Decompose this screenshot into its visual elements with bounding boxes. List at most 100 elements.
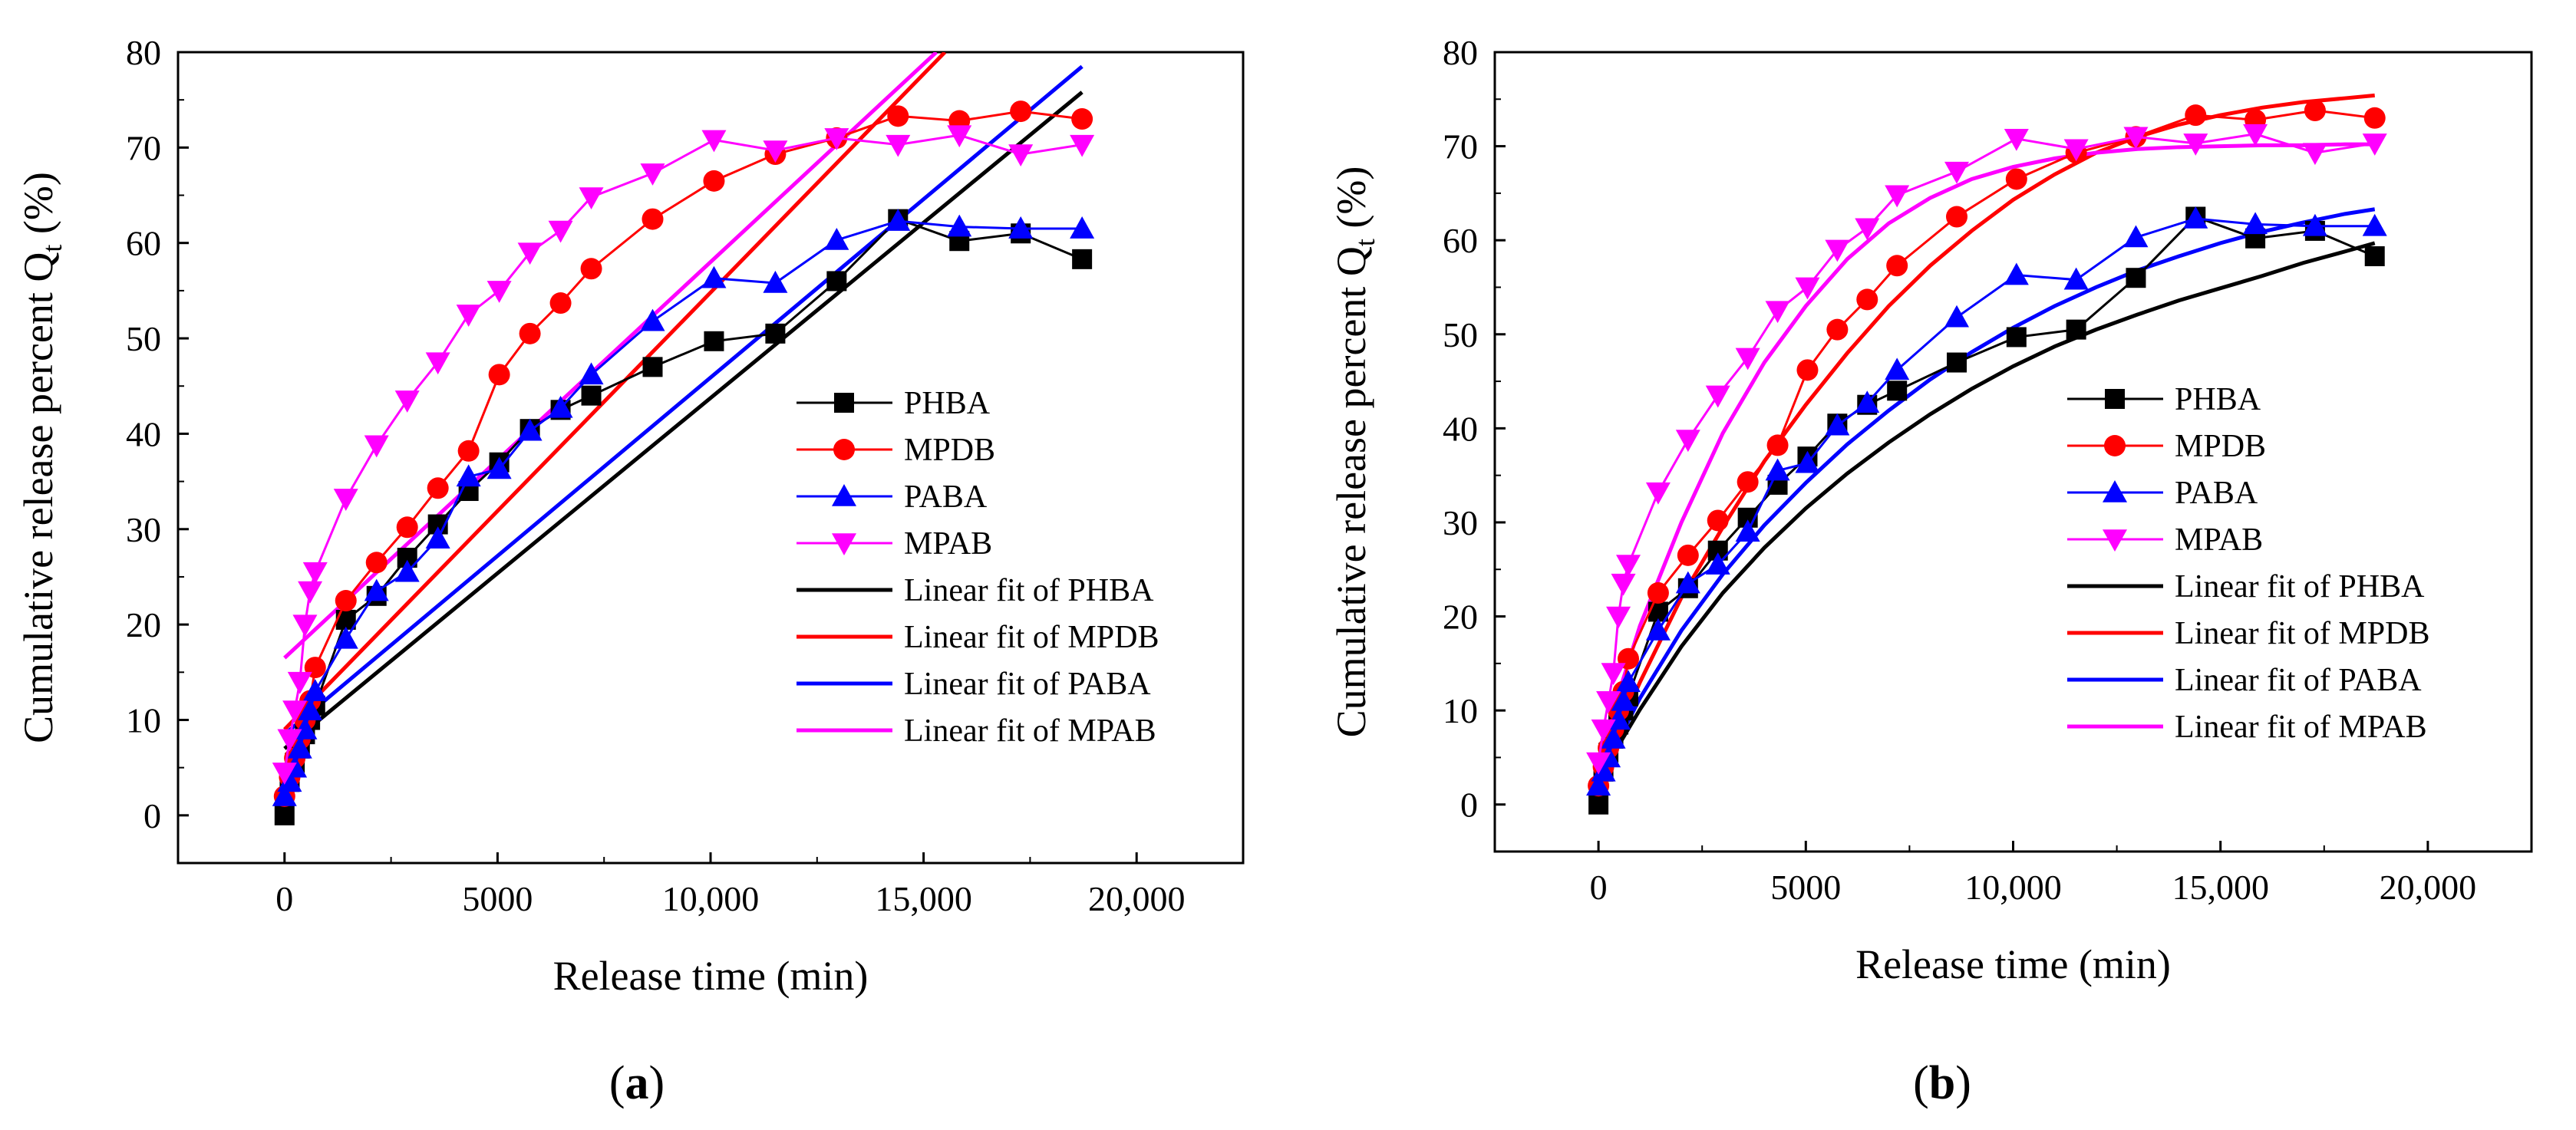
legend-label-linear-fit-of-mpab: Linear fit of MPAB xyxy=(2175,710,2427,745)
data-point-paba xyxy=(1675,571,1700,594)
legend-label-mpab: MPAB xyxy=(2175,522,2263,558)
data-point-mpdb xyxy=(642,208,664,230)
data-point-paba xyxy=(2004,262,2029,285)
series-mpab xyxy=(1586,124,2387,775)
data-point-mpdb xyxy=(549,292,572,315)
legend-marker-phba xyxy=(834,393,854,413)
data-point-mpab xyxy=(1765,301,1790,324)
data-point-paba xyxy=(763,270,788,293)
y-tick-label: 10 xyxy=(126,700,161,740)
data-point-paba xyxy=(2302,213,2327,236)
data-point-paba xyxy=(2362,213,2387,236)
data-point-mpab xyxy=(1825,239,1850,262)
fit-line-linear-fit-of-phba xyxy=(1596,241,2376,787)
data-point-paba xyxy=(1944,305,1970,328)
data-point-paba xyxy=(298,698,323,720)
data-point-paba xyxy=(1765,458,1790,481)
legend-label-linear-fit-of-mpdb: Linear fit of MPDB xyxy=(904,620,1159,655)
legend-label-mpab: MPAB xyxy=(904,526,992,562)
y-tick-label: 50 xyxy=(126,319,161,358)
data-point-mpdb xyxy=(365,552,388,574)
data-point-mpdb xyxy=(887,105,909,127)
legend-item-mpab: MPAB xyxy=(2067,522,2263,558)
data-point-paba xyxy=(333,626,358,649)
data-point-paba xyxy=(272,783,297,806)
data-point-paba xyxy=(1735,519,1760,542)
legend-label-linear-fit-of-phba: Linear fit of PHBA xyxy=(2175,569,2425,605)
legend-label-linear-fit-of-mpdb: Linear fit of MPDB xyxy=(2175,616,2429,651)
y-tick-label: 20 xyxy=(1443,598,1478,637)
data-point-mpab xyxy=(1601,663,1626,686)
data-point-mpab xyxy=(1591,719,1616,742)
data-point-paba xyxy=(1825,413,1850,436)
data-point-mpab xyxy=(548,220,573,243)
data-point-mpab xyxy=(1616,555,1641,578)
data-point-mpab xyxy=(824,128,849,150)
series-linear-fit-of-phba xyxy=(283,91,1084,750)
data-point-mpdb xyxy=(519,322,541,344)
data-point-mpdb xyxy=(2005,168,2027,190)
data-point-mpab xyxy=(2004,128,2029,151)
data-point-mpab xyxy=(947,125,972,148)
data-point-paba xyxy=(456,464,481,487)
x-tick-label: 15,000 xyxy=(875,879,972,918)
data-point-mpab xyxy=(701,130,727,153)
data-point-mpab xyxy=(640,163,665,186)
data-point-paba xyxy=(302,679,328,701)
data-point-mpab xyxy=(1675,430,1700,453)
data-point-paba xyxy=(517,418,543,441)
panel-caption-open: ( xyxy=(609,1057,625,1109)
data-point-mpdb xyxy=(1647,581,1669,604)
data-point-mpab xyxy=(2183,133,2208,156)
data-point-phba xyxy=(2364,246,2385,267)
data-point-mpab xyxy=(1586,752,1611,775)
x-tick-label: 0 xyxy=(275,879,293,918)
data-point-mpdb xyxy=(1010,100,1032,123)
data-point-mpab xyxy=(1596,691,1621,713)
x-tick-label: 20,000 xyxy=(1088,879,1186,918)
legend-item-mpdb: MPDB xyxy=(797,433,995,468)
data-point-paba xyxy=(1586,773,1611,796)
x-tick-label: 10,000 xyxy=(662,879,760,918)
data-point-mpdb xyxy=(2185,104,2207,127)
fit-line-linear-fit-of-mpdb xyxy=(283,52,947,731)
data-point-paba xyxy=(2243,212,2268,235)
legend-label-linear-fit-of-mpab: Linear fit of MPAB xyxy=(904,713,1156,749)
data-point-mpab xyxy=(2243,124,2268,147)
data-point-paba xyxy=(1070,216,1095,239)
data-point-mpdb xyxy=(580,258,602,280)
data-point-mpab xyxy=(517,242,543,265)
data-point-paba xyxy=(1855,390,1880,413)
series-linear-fit-of-mpab xyxy=(283,52,938,660)
y-axis-label: Cumulative release percent Qt (%) xyxy=(1328,166,1380,738)
data-point-mpab xyxy=(1705,385,1730,408)
data-point-mpab xyxy=(1885,185,1910,208)
legend-marker-paba xyxy=(2103,480,2127,502)
fit-line-linear-fit-of-paba xyxy=(283,64,1084,736)
chart-a-svg: 0 5000 10,000 15,000 20,000 0 10 20 30 40 50 60 70 80… xyxy=(15,33,1245,1109)
data-point-phba xyxy=(704,331,724,351)
y-axis-label-subscript: t xyxy=(1350,239,1380,246)
data-point-mpdb xyxy=(703,170,725,192)
series-linear-fit-of-phba xyxy=(1596,241,2376,787)
legend-item-linear-fit-of-phba: Linear fit of PHBA xyxy=(797,573,1154,608)
data-point-paba xyxy=(394,559,420,582)
data-point-paba xyxy=(640,308,665,331)
data-point-mpab xyxy=(2302,143,2327,166)
legend-label-paba: PABA xyxy=(904,479,988,515)
series-linear-fit-of-mpdb xyxy=(1596,93,2375,782)
legend-item-linear-fit-of-mpab: Linear fit of MPAB xyxy=(797,713,1156,749)
data-point-phba xyxy=(2066,319,2086,340)
data-point-mpab xyxy=(1795,277,1820,300)
series-line-paba xyxy=(1597,217,2375,786)
legend-marker-mpdb xyxy=(833,439,855,460)
y-tick-label: 10 xyxy=(1443,691,1478,730)
data-point-paba xyxy=(2063,267,2089,290)
data-point-mpab xyxy=(886,134,911,157)
data-point-phba xyxy=(581,385,602,406)
data-point-paba xyxy=(947,214,972,237)
data-point-paba xyxy=(1601,726,1626,749)
x-tick-label: 5000 xyxy=(1770,868,1841,907)
legend: PHBA MPDB PABA MPAB Linear fit of PHBA Linear… xyxy=(797,386,1159,749)
x-tick-label: 10,000 xyxy=(1964,868,2062,907)
